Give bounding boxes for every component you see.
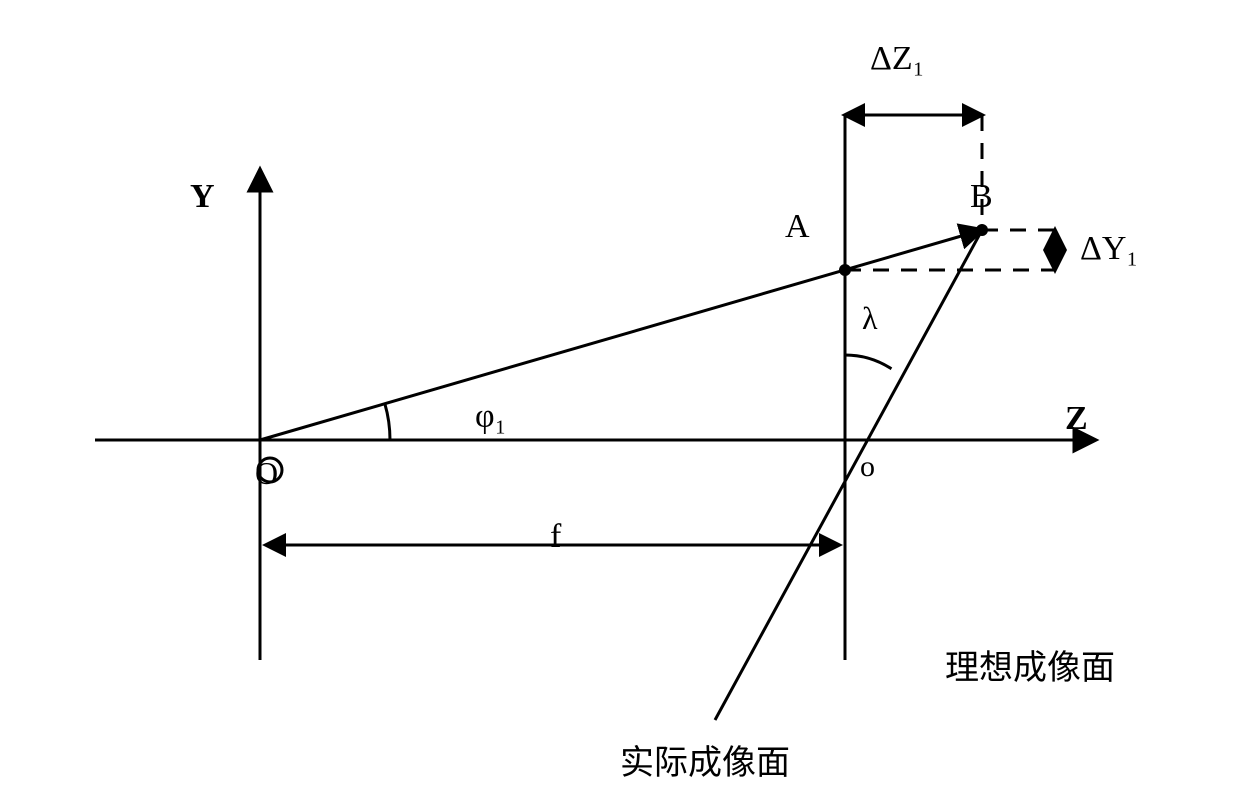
- label-dZ1: ΔZ₁: [870, 40, 925, 78]
- diagram-container: Y Z O o A B φ₁ λ f ΔZ₁ ΔY₁ 理想成像面 实际成像面: [0, 0, 1239, 804]
- point-A: [839, 264, 851, 276]
- label-ideal-plane: 理想成像面: [945, 640, 1115, 689]
- label-phi1: φ₁: [475, 398, 506, 436]
- label-dY1: ΔY₁: [1080, 230, 1138, 268]
- label-actual-plane: 实际成像面: [620, 735, 790, 784]
- label-O-big: O: [255, 455, 278, 492]
- angle-lambda-arc: [845, 355, 891, 369]
- label-A: A: [785, 208, 810, 246]
- label-f: f: [550, 518, 561, 556]
- label-Z: Z: [1065, 400, 1088, 438]
- actual-plane-line: [715, 230, 982, 720]
- point-B: [976, 224, 988, 236]
- label-Y: Y: [190, 178, 215, 216]
- angle-phi1-arc: [385, 404, 390, 440]
- label-lambda: λ: [862, 300, 878, 337]
- label-B: B: [970, 178, 993, 216]
- label-o-small: o: [860, 450, 875, 484]
